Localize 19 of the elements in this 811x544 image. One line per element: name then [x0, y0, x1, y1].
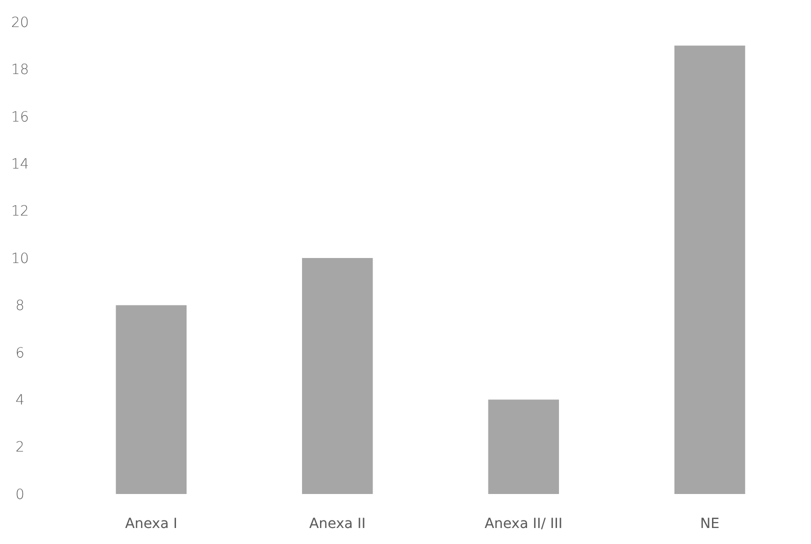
y-tick-label: 8: [16, 298, 24, 314]
x-tick-label: Anexa II/ III: [484, 516, 563, 532]
bar: [488, 400, 559, 494]
y-tick-label: 18: [11, 62, 29, 78]
y-tick-label: 16: [11, 109, 29, 126]
x-tick-label: Anexa II: [309, 516, 366, 532]
y-tick-label: 12: [11, 204, 29, 220]
y-tick-label: 14: [11, 156, 29, 172]
y-tick-label: 2: [16, 440, 24, 456]
bar: [674, 46, 746, 494]
y-tick-label: 6: [16, 345, 24, 362]
y-tick-label: 10: [11, 250, 29, 267]
bar: [302, 258, 373, 494]
y-tick-label: 20: [11, 14, 29, 31]
y-tick-label: 0: [16, 486, 24, 503]
bar: [116, 305, 187, 494]
x-tick-label: Anexa I: [125, 516, 178, 532]
x-tick-label: NE: [700, 516, 720, 532]
y-tick-label: 4: [16, 392, 24, 408]
